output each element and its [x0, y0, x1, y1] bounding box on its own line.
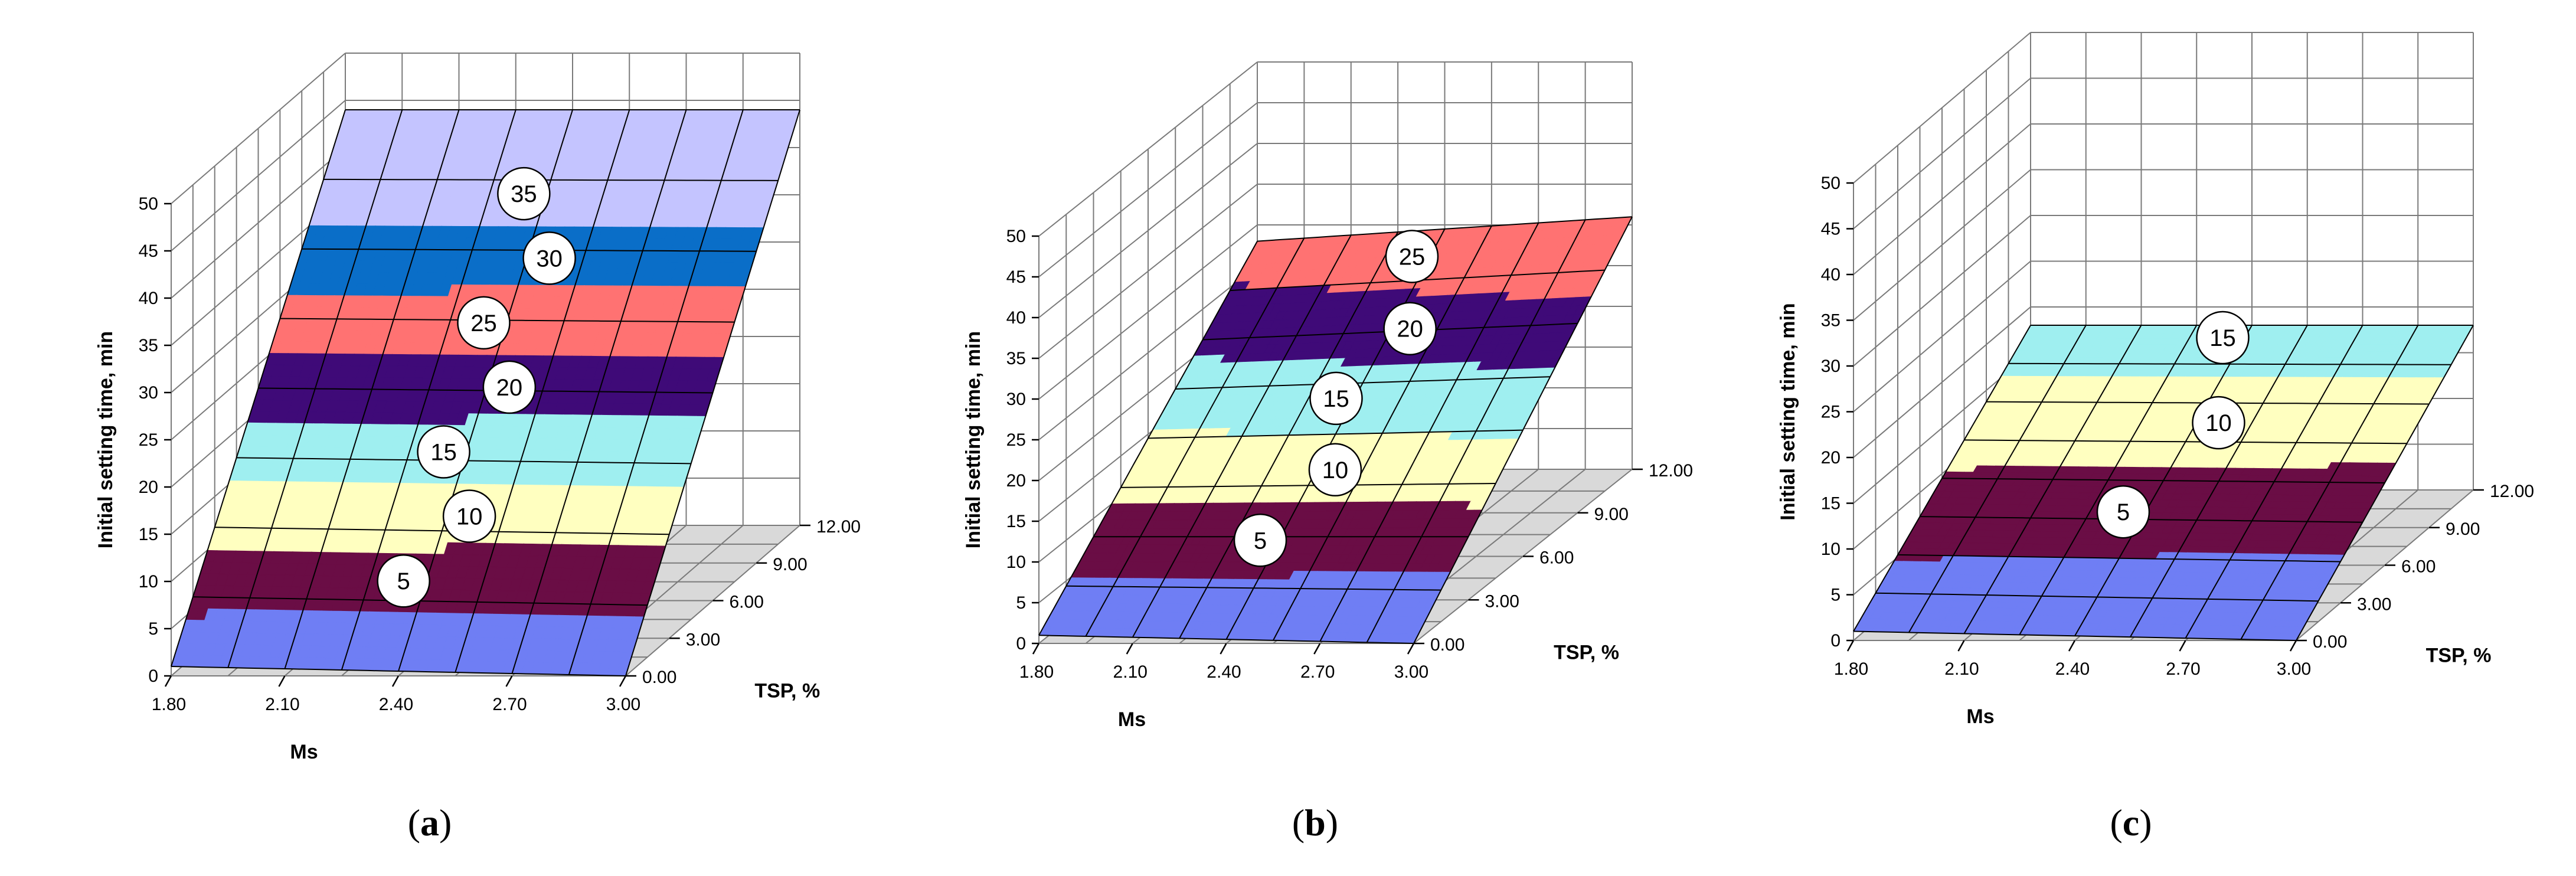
- contour-label-text: 5: [397, 568, 410, 594]
- z-tick-label: 20: [1006, 471, 1026, 491]
- contour-label: 20: [482, 360, 537, 414]
- chart-panel-a: 5 10 15 20 25 30 35 0 5 10 15 20 25 30 35 40 45 50 1.80 2.1…: [94, 53, 861, 844]
- y-tick-label: 3.00: [686, 630, 720, 649]
- gridline: [171, 147, 346, 299]
- y-tick-label: 12.00: [816, 517, 861, 537]
- z-tick-label: 10: [1006, 553, 1026, 572]
- x-tick-mark: [1220, 643, 1227, 655]
- x-tick-label: 2.40: [1207, 662, 1241, 682]
- x-tick-mark: [1126, 643, 1133, 655]
- z-tick-label: 45: [139, 241, 158, 261]
- contour-label-text: 20: [496, 375, 523, 401]
- panel-label: (b): [1292, 802, 1338, 844]
- response-surface: [1852, 325, 2474, 641]
- x-tick-mark: [505, 675, 513, 687]
- x-axis-title: Ms: [1118, 708, 1146, 731]
- contour-label: 5: [1233, 514, 1287, 567]
- z-tick-label: 40: [1006, 308, 1026, 328]
- z-tick-label: 35: [139, 336, 158, 355]
- x-tick-label: 3.00: [1394, 662, 1428, 682]
- contour-label-text: 30: [536, 246, 563, 272]
- z-tick-label: 15: [139, 525, 158, 544]
- z-tick-label: 30: [139, 383, 158, 403]
- x-tick-mark: [391, 675, 400, 687]
- contour-label: 10: [442, 489, 496, 543]
- chart-panel-b: 5 10 15 20 25 0 5 10 15 20 25 30 35 40 45 50 1.80 2.10 2.4…: [962, 61, 1693, 844]
- contour-label: 35: [497, 166, 551, 221]
- contour-label-text: 20: [1397, 316, 1423, 342]
- y-axis-title: TSP, %: [1554, 641, 1619, 663]
- contour-label: 15: [417, 425, 470, 479]
- contour-label: 5: [377, 554, 430, 608]
- panel-label: (a): [408, 802, 452, 844]
- x-tick-mark: [1032, 643, 1040, 655]
- contour-label-text: 35: [511, 181, 537, 207]
- y-tick-label: 0.00: [642, 668, 676, 687]
- contour-label: 15: [1309, 371, 1363, 426]
- x-tick-label: 2.10: [265, 695, 299, 714]
- x-tick-mark: [1407, 643, 1415, 655]
- z-axis-title: Initial setting time, min: [94, 331, 117, 548]
- x-tick-label: 3.00: [606, 695, 640, 714]
- x-tick-mark: [164, 675, 172, 687]
- gridline: [171, 53, 346, 204]
- x-tick-mark: [1313, 643, 1321, 655]
- contour-label-text: 15: [430, 440, 457, 466]
- x-tick-label: 1.80: [1019, 662, 1054, 682]
- x-tick-label: 2.70: [492, 695, 527, 714]
- z-tick-label: 5: [148, 619, 158, 639]
- z-tick-label: 35: [1006, 349, 1026, 368]
- x-tick-mark: [619, 675, 627, 687]
- z-tick-label: 45: [1006, 267, 1026, 287]
- y-axis-title: TSP, %: [754, 679, 820, 702]
- gridline: [171, 100, 346, 251]
- z-tick-label: 30: [1006, 390, 1026, 409]
- z-tick-label: 25: [1006, 430, 1026, 450]
- contour-label-text: 5: [1254, 528, 1267, 554]
- z-tick-label: 10: [139, 572, 158, 591]
- z-tick-label: 20: [139, 478, 158, 497]
- z-tick-label: 0: [1016, 634, 1026, 653]
- z-tick-label: 0: [148, 666, 158, 686]
- x-tick-label: 2.70: [1300, 662, 1335, 682]
- contour-label: 10: [1308, 443, 1362, 497]
- contour-label: 25: [1385, 230, 1439, 283]
- z-tick-label: 50: [1006, 227, 1026, 246]
- z-tick-label: 40: [139, 289, 158, 308]
- contour-label-text: 25: [1399, 244, 1426, 270]
- x-tick-mark: [278, 675, 286, 687]
- y-tick-label: 6.00: [730, 593, 764, 612]
- x-tick-label: 1.80: [152, 695, 186, 714]
- y-tick-label: 6.00: [1539, 548, 1574, 568]
- y-tick-label: 9.00: [773, 555, 807, 574]
- z-tick-label: 25: [139, 430, 158, 450]
- contour-label: 30: [522, 231, 576, 285]
- z-axis-title: Initial setting time, min: [962, 331, 985, 548]
- contour-label-text: 25: [470, 310, 497, 336]
- y-tick-label: 0.00: [1430, 635, 1464, 655]
- x-tick-label: 2.40: [379, 695, 413, 714]
- z-tick-label: 50: [139, 194, 158, 214]
- contour-label-text: 15: [1323, 386, 1349, 412]
- y-tick-label: 9.00: [1594, 505, 1629, 524]
- y-tick-label: 12.00: [1649, 461, 1693, 481]
- contour-label: 20: [1383, 302, 1437, 355]
- z-tick-label: 15: [1006, 512, 1026, 531]
- contour-label: 25: [457, 296, 511, 350]
- y-tick-label: 3.00: [1485, 591, 1519, 611]
- contour-label-text: 10: [456, 504, 483, 529]
- contour-label-text: 10: [1322, 457, 1349, 483]
- z-tick-label: 5: [1016, 593, 1026, 613]
- x-tick-label: 2.10: [1113, 662, 1148, 682]
- x-axis-title: Ms: [290, 741, 318, 763]
